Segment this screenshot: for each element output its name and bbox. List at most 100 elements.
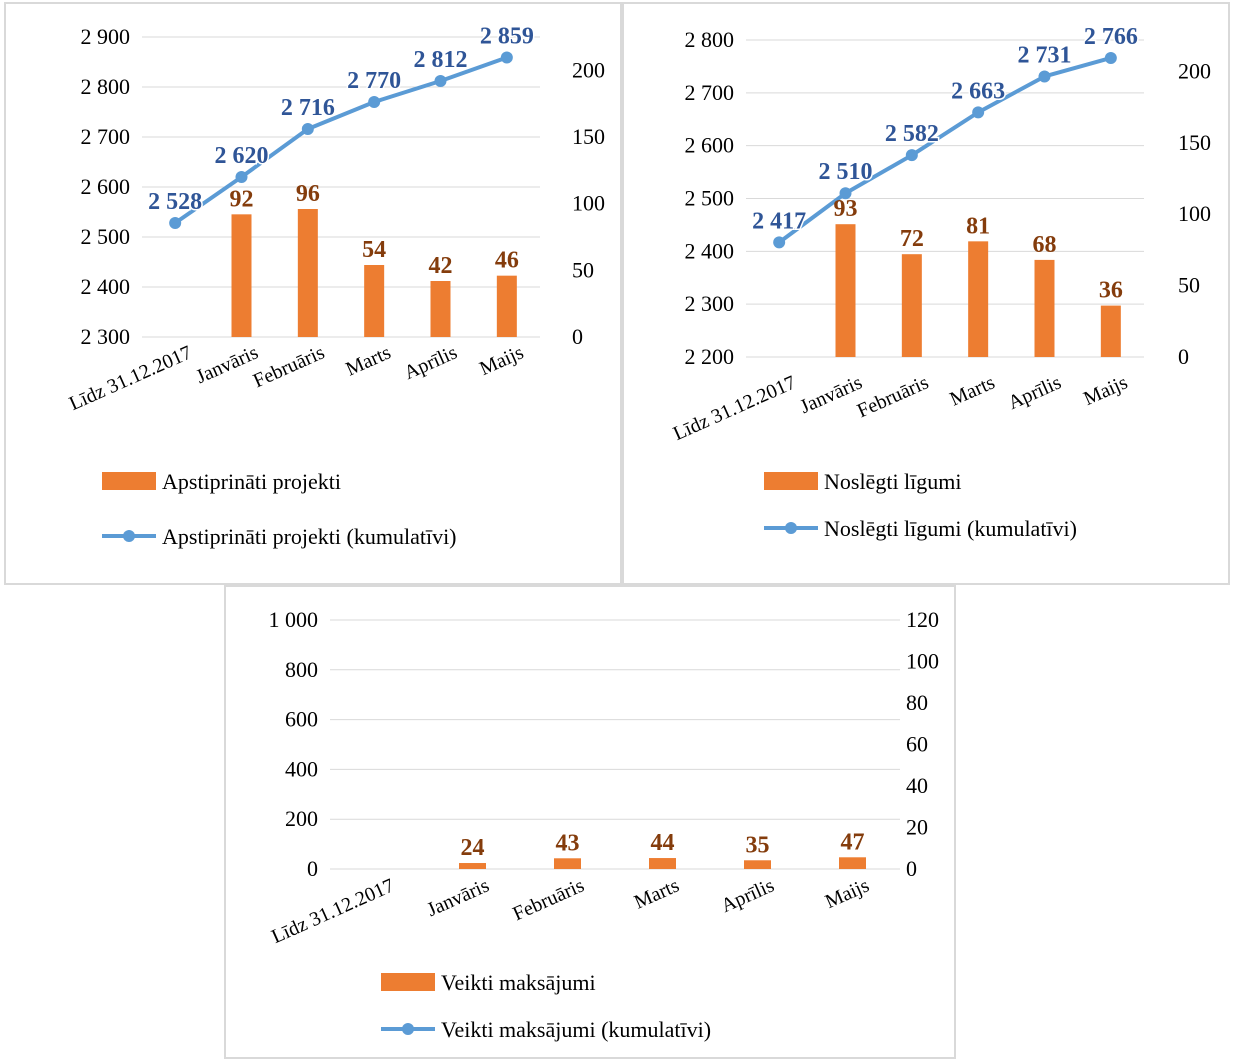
bar [744,860,771,869]
right-axis-tick-label: 0 [1178,344,1189,369]
line-data-label: 2 582 [885,121,939,147]
chart-approved-projects: 2 300 2 400 2 500 2 600 2 700 2 800 2 900 0 50 10… [66,22,605,549]
bar [1034,259,1055,357]
category-label: Janvāris [193,341,262,388]
left-axis-tick-label: 2 200 [685,344,735,369]
category-label: Aprīlis [1005,371,1065,414]
bar-data-label: 43 [556,830,580,856]
left-axis-tick-label: 2 600 [685,133,735,158]
left-axis-tick-label: 0 [307,856,318,881]
category-label: Marts [631,874,683,913]
line-point [235,171,248,183]
line-point [773,236,786,249]
left-axis-tick-label: 2 300 [81,324,131,349]
left-axis-tick-label: 2 800 [685,27,735,52]
line-point [301,123,314,135]
line-point [1038,70,1051,83]
line-point [1104,51,1117,64]
bar-data-label: 46 [495,248,519,274]
legend-label: Noslēgti līgumi [824,469,962,494]
right-axis-tick-label: 80 [906,690,928,715]
line-point [905,149,918,162]
bar-data-label: 93 [834,196,858,222]
line-point [839,187,852,200]
bar [901,254,922,357]
category-label: Maijs [822,874,873,913]
bar-data-label: 35 [746,832,770,858]
legend-swatch-bar [764,472,818,490]
category-label: Februāris [510,874,588,925]
legend-swatch-bar [381,973,435,991]
right-axis-tick-label: 20 [906,815,928,840]
left-axis-tick-label: 2 800 [81,74,131,99]
category-label: Aprīlis [718,874,778,917]
left-axis-tick-label: 2 400 [81,274,131,299]
left-axis-tick-label: 200 [285,806,318,831]
bar [839,857,866,869]
left-axis-tick-label: 2 500 [81,224,131,249]
right-axis-tick-label: 200 [572,57,605,82]
right-axis-tick-label: 100 [906,649,939,674]
bar-data-label: 81 [966,213,990,239]
category-label: Februāris [250,341,328,392]
bar-data-label: 54 [362,237,386,263]
line-data-label: 2 528 [148,189,202,215]
left-axis-tick-label: 2 500 [685,186,735,211]
left-axis-tick-label: 600 [285,707,318,732]
bar [1100,305,1121,357]
bar-data-label: 44 [651,830,675,856]
left-axis-tick-label: 1 000 [269,607,319,632]
line-point [368,96,381,108]
line-data-label: 2 770 [347,68,401,94]
bar [364,265,385,337]
line-data-label: 2 417 [752,208,806,234]
legend-label: Veikti maksājumi (kumulatīvi) [441,1017,711,1042]
right-axis-tick-label: 0 [906,856,917,881]
legend-swatch-marker [402,1023,414,1035]
legend-label: Veikti maksājumi [441,970,596,995]
line-data-label: 2 812 [414,47,468,73]
chart-panel-approved-projects: 2 300 2 400 2 500 2 600 2 700 2 800 2 900 0 50 10… [4,2,622,585]
line-data-label: 2 510 [819,159,873,185]
bar-data-label: 72 [900,226,924,252]
legend-label: Apstiprināti projekti (kumulatīvi) [162,524,457,549]
line-data-label: 2 663 [951,78,1005,104]
category-label: Maijs [476,341,527,380]
line-data-label: 2 620 [215,143,269,169]
right-axis-tick-label: 40 [906,773,928,798]
bar [459,863,486,869]
left-axis-tick-label: 2 400 [685,238,735,263]
bar [430,281,451,337]
category-label: Marts [343,341,395,380]
category-label: Līdz 31.12.2017 [670,371,799,445]
right-axis-tick-label: 100 [572,191,605,216]
bar-data-label: 96 [296,181,320,207]
line-data-label: 2 716 [281,95,335,121]
chart-panel-signed-contracts: 2 200 2 300 2 400 2 500 2 600 2 700 2 800 0 50 10… [622,2,1230,585]
right-axis-tick-label: 100 [1178,201,1211,226]
line-point [169,217,182,229]
line-point [434,75,447,87]
left-axis-tick-label: 2 700 [81,124,131,149]
line-point [500,51,513,64]
left-axis-tick-label: 400 [285,756,318,781]
right-axis-tick-label: 200 [1178,58,1211,83]
series-line [777,56,1112,244]
bar-data-label: 92 [230,186,254,212]
chart-panel-payments: 0 200 400 600 800 1 000 0 20 40 60 80 100 120 24 43 44 3… [224,585,956,1059]
right-axis-tick-label: 60 [906,732,928,757]
bar [297,209,318,337]
category-label: Aprīlis [401,341,461,384]
bar-data-label: 24 [461,835,485,861]
left-axis-tick-label: 2 600 [81,174,131,199]
legend-swatch-marker [123,530,135,542]
right-axis-tick-label: 120 [906,607,939,632]
left-axis-tick-label: 800 [285,657,318,682]
category-label: Februāris [854,371,932,422]
left-axis-tick-label: 2 900 [81,24,131,49]
legend-label: Noslēgti līgumi (kumulatīvi) [824,516,1077,541]
left-axis-tick-label: 2 700 [685,80,735,105]
left-axis-tick-label: 2 300 [685,291,735,316]
bar [649,858,676,869]
legend-swatch-bar [102,472,156,490]
